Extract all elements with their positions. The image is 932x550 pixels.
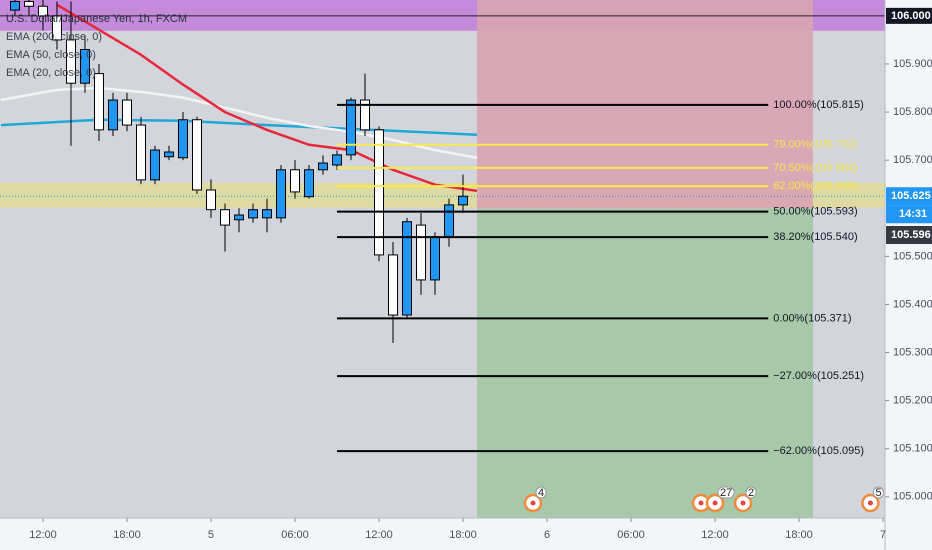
x-tick-label: 06:00 [617, 529, 645, 541]
overlay: U.S. Dollar/Japanese Yen, 1h, FXCM EMA (2… [6, 7, 932, 541]
candle-body [121, 99, 132, 126]
candle-body [9, 0, 20, 11]
x-tick-label: 5 [208, 529, 214, 541]
candle-body [79, 49, 90, 84]
price-axis [885, 0, 932, 550]
y-tick-label: 105.100 [893, 443, 932, 455]
candle-body [135, 124, 146, 181]
x-tick-label: 18:00 [113, 529, 141, 541]
fib-label: −62.00%(105.095) [773, 445, 864, 457]
event-badge [717, 486, 735, 499]
candle-body [205, 189, 216, 211]
event-count: 2 [748, 487, 754, 499]
x-tick-label: 12:00 [365, 529, 393, 541]
ema-line [0, 86, 478, 160]
y-tick-label: 105.900 [893, 58, 932, 70]
x-tick-label: 18:00 [785, 529, 813, 541]
legend-entry: EMA (50, close, 0) [6, 49, 96, 61]
y-tick-label: 105.200 [893, 395, 932, 407]
x-tick-label: 06:00 [281, 529, 309, 541]
y-tick-label: 105.000 [893, 491, 932, 503]
candle-body [51, 15, 62, 41]
y-tick-label: 105.500 [893, 250, 932, 262]
candle-body [177, 119, 188, 159]
event-badge [872, 486, 884, 499]
fib-label: 70.50%(105.684) [773, 162, 857, 174]
fib-label: 62.00%(105.646) [773, 180, 857, 192]
crosshair-box [886, 226, 932, 244]
time-axis [0, 518, 885, 550]
candle-body [219, 209, 230, 226]
candle-body [318, 162, 329, 171]
chart-title: U.S. Dollar/Japanese Yen, 1h, FXCM [6, 13, 187, 25]
candle-body [163, 151, 174, 158]
x-tick-label: 18:00 [449, 529, 477, 541]
x-tick-label: 7 [880, 529, 886, 541]
event-count: 4 [538, 487, 544, 499]
candle-body [233, 214, 244, 221]
countdown-box [886, 205, 932, 224]
candle-body [290, 169, 300, 193]
candle-body [275, 169, 286, 219]
candle-body [430, 236, 441, 281]
y-tick-label: 105.300 [893, 346, 932, 358]
candle-body [374, 129, 385, 256]
candle-body [37, 5, 48, 17]
y-tick-label: 105.700 [893, 154, 932, 166]
candle-body [360, 99, 371, 131]
event-badge [745, 486, 757, 499]
y-tick-label: 105.400 [893, 298, 932, 310]
candle-body [332, 154, 343, 166]
event-badge [535, 486, 547, 499]
ema-line [56, 3, 478, 193]
crosshair-label: 105.596 [891, 229, 931, 241]
candle-body [93, 73, 104, 131]
candle-body [23, 0, 34, 7]
hline-price-box [886, 7, 932, 24]
event-dot [712, 500, 718, 506]
candle-body [304, 169, 315, 198]
candle-body [402, 221, 413, 316]
candle-body [444, 204, 455, 238]
candle-body [191, 119, 202, 191]
candle-body [388, 254, 399, 316]
fib-label: 38.20%(105.540) [773, 231, 857, 243]
x-tick-label: 6 [544, 529, 550, 541]
plot-area: 100.00%(105.815) 79.00%(105.732) 70.50%(10… [0, 0, 885, 518]
fib-label: 50.00%(105.593) [773, 206, 857, 218]
candle-body [346, 99, 357, 156]
candle-body [458, 195, 469, 206]
legend-entry: EMA (20, close, 0) [6, 67, 96, 79]
candle-body [247, 209, 258, 219]
x-tick-label: 12:00 [29, 529, 57, 541]
event-count: 5 [875, 487, 881, 499]
y-tick-label: 105.800 [893, 106, 932, 118]
legend-entry: EMA (200, close, 0) [6, 31, 102, 43]
target-zone [477, 208, 814, 518]
last-price-box [886, 187, 932, 206]
event-count: 27 [720, 487, 732, 499]
candle-body [416, 224, 427, 281]
fib-label: 100.00%(105.815) [773, 99, 864, 111]
last-price-label: 105.625 [891, 190, 931, 202]
candle-body [65, 39, 76, 84]
event-dot [740, 500, 746, 506]
fib-label: −27.00%(105.251) [773, 370, 864, 382]
event-dot [698, 500, 704, 506]
event-dot [867, 500, 873, 506]
hline-price-label: 106.000 [891, 10, 931, 22]
fib-label: 79.00%(105.732) [773, 139, 857, 151]
candle-body [107, 99, 118, 131]
countdown-label: 14:31 [899, 208, 927, 220]
candle-body [149, 149, 160, 181]
candle-body [261, 209, 272, 219]
event-dot [530, 500, 536, 506]
x-tick-label: 12:00 [701, 529, 729, 541]
fib-label: 0.00%(105.371) [773, 312, 851, 324]
